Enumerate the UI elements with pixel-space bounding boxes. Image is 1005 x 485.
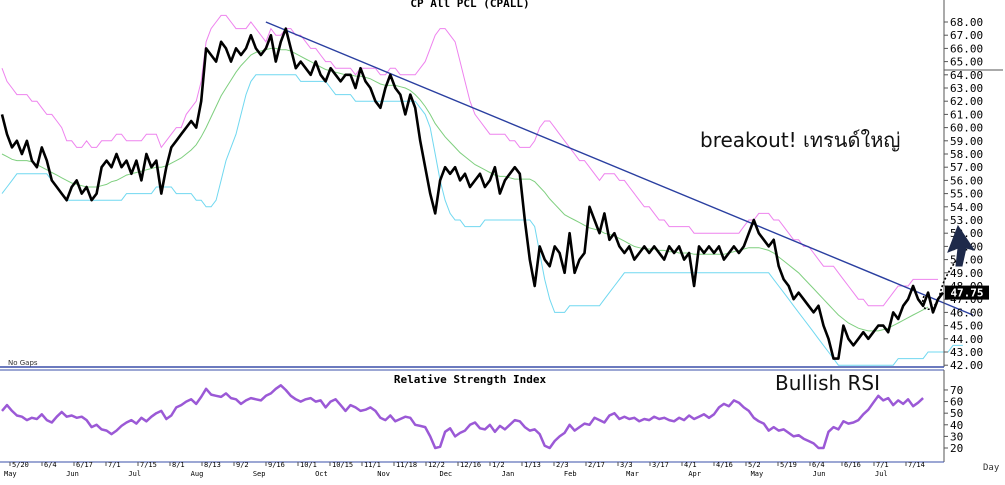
month-tick-label: Jun: [813, 470, 826, 478]
price-y-tick-label: 56.00: [950, 174, 983, 187]
date-tick-label: 2/17: [588, 461, 605, 469]
price-y-tick-label: 42.00: [950, 359, 983, 372]
date-tick-label: 10/1: [300, 461, 317, 469]
date-tick-label: 7/15: [140, 461, 157, 469]
price-y-tick-label: 43.00: [950, 346, 983, 359]
no-gaps-label: No Gaps: [8, 359, 38, 367]
up-arrow-icon: [947, 224, 976, 267]
date-tick-label: 7/1: [876, 461, 889, 469]
date-tick-label: 6/16: [844, 461, 861, 469]
price-y-tick-label: 53.00: [950, 214, 983, 227]
price-y-tick-label: 64.00: [950, 69, 983, 82]
date-tick-label: 8/1: [172, 461, 185, 469]
rsi-y-tick-label: 40: [950, 419, 963, 432]
date-tick-label: 5/19: [780, 461, 797, 469]
projection-dotted-path: [921, 251, 963, 311]
date-tick-label: 1/2: [492, 461, 505, 469]
price-y-tick-label: 65.00: [950, 56, 983, 69]
date-tick-label: 1/13: [524, 461, 541, 469]
date-tick-label: 5/20: [12, 461, 29, 469]
trendline: [265, 21, 974, 316]
date-tick-label: 4/16: [716, 461, 733, 469]
month-tick-label: May: [751, 470, 764, 478]
month-tick-label: Jun: [66, 470, 79, 478]
rsi-y-tick-label: 20: [950, 442, 963, 455]
month-tick-label: Jul: [128, 470, 141, 478]
bollinger-lower-line: [1, 74, 963, 366]
month-tick-label: Mar: [626, 470, 639, 478]
month-tick-label: Oct: [315, 470, 328, 478]
month-tick-label: Jul: [875, 470, 888, 478]
price-y-axis: 68.0067.0066.0065.0064.0063.0062.0061.00…: [943, 0, 1003, 372]
date-tick-label: 10/15: [332, 461, 353, 469]
price-y-tick-label: 63.00: [950, 82, 983, 95]
rsi-y-tick-label: 50: [950, 407, 963, 420]
date-tick-label: 7/14: [908, 461, 925, 469]
date-tick-label: 5/2: [748, 461, 761, 469]
price-y-tick-label: 58.00: [950, 148, 983, 161]
month-tick-label: Nov: [377, 470, 390, 478]
date-tick-label: 11/1: [364, 461, 381, 469]
date-tick-label: 3/3: [620, 461, 633, 469]
last-price-tag: [945, 285, 989, 300]
price-y-tick-label: 59.00: [950, 135, 983, 148]
price-series-line: [0, 27, 945, 360]
date-tick-label: 9/16: [268, 461, 285, 469]
rsi-y-tick-label: 30: [950, 430, 963, 443]
date-tick-label: 9/2: [236, 461, 249, 469]
breakout-arrow: [921, 224, 976, 311]
month-tick-label: May: [4, 470, 17, 478]
rsi-series-line: [1, 384, 924, 450]
price-y-tick-label: 44.00: [950, 333, 983, 346]
month-tick-label: Dec: [440, 470, 453, 478]
price-y-tick-label: 49.00: [950, 267, 983, 280]
date-axis: 5/20 6/4 6/17 7/1 7/15 8/1 8/13 9/2 9/16 10/1 10/1…: [4, 461, 925, 478]
breakout-annotation: breakout! เทรนด์ใหญ่: [700, 128, 901, 152]
chart-title: CP All PCL (CPALL): [410, 0, 529, 10]
x-axis-label: Day: [983, 463, 1000, 473]
price-y-tick-label: 54.00: [950, 201, 983, 214]
bollinger-bands: [1, 14, 963, 366]
price-y-tick-label: 67.00: [950, 29, 983, 42]
date-tick-label: 12/16: [460, 461, 481, 469]
last-price-label: 47.75: [950, 287, 983, 300]
price-y-tick-label: 68.00: [950, 16, 983, 29]
date-tick-label: 3/17: [652, 461, 669, 469]
month-tick-label: Aug: [191, 470, 204, 478]
date-tick-label: 6/4: [44, 461, 57, 469]
month-tick-label: Feb: [564, 470, 577, 478]
rsi-title: Relative Strength Index: [394, 373, 547, 386]
date-tick-label: 12/2: [428, 461, 445, 469]
price-y-tick-label: 66.00: [950, 42, 983, 55]
date-tick-label: 6/4: [812, 461, 825, 469]
month-tick-label: Jan: [502, 470, 515, 478]
month-tick-label: Apr: [688, 470, 701, 478]
date-tick-label: 7/1: [108, 461, 121, 469]
date-tick-label: 2/3: [556, 461, 569, 469]
date-tick-label: 8/13: [204, 461, 221, 469]
date-tick-label: 11/18: [396, 461, 417, 469]
bullish-rsi-annotation: Bullish RSI: [775, 371, 881, 395]
bollinger-upper-line: [1, 14, 938, 307]
price-y-tick-label: 61.00: [950, 108, 983, 121]
price-y-tick-label: 60.00: [950, 122, 983, 135]
rsi-y-tick-label: 70: [950, 384, 963, 397]
rsi-y-tick-label: 60: [950, 396, 963, 409]
month-tick-label: Sep: [253, 470, 266, 478]
price-y-tick-label: 50.00: [950, 254, 983, 267]
price-y-tick-label: 46.00: [950, 306, 983, 319]
price-y-tick-label: 45.00: [950, 320, 983, 333]
price-y-tick-label: 57.00: [950, 161, 983, 174]
date-tick-label: 4/1: [684, 461, 697, 469]
price-y-tick-label: 55.00: [950, 188, 983, 201]
date-tick-label: 6/17: [76, 461, 93, 469]
price-y-tick-label: 62.00: [950, 95, 983, 108]
